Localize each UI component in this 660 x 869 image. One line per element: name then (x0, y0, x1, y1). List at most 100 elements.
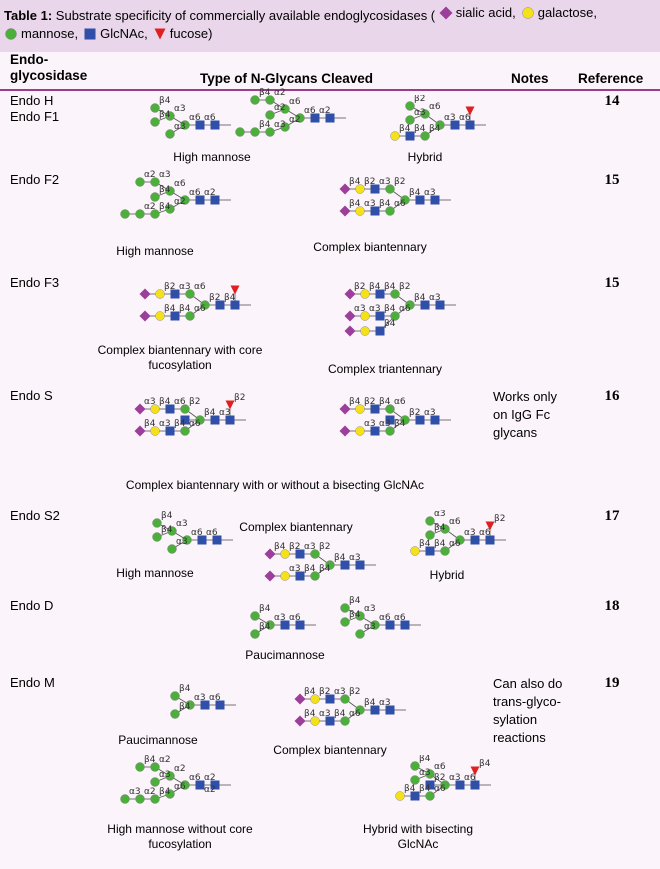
linkage-label: α2 (174, 764, 186, 774)
galactose (355, 404, 365, 414)
mannose (310, 549, 320, 559)
linkage-label: α3 (379, 698, 391, 708)
legend-label: galactose, (537, 5, 597, 20)
mannose (440, 546, 450, 556)
linkage-label: β4 (364, 698, 376, 708)
mannose (165, 129, 175, 139)
glcnac (230, 300, 240, 310)
mannose (265, 620, 275, 630)
enzyme-name: Endo F2 (10, 172, 60, 187)
linkage-label: β4 (304, 564, 316, 574)
mannose (410, 761, 420, 771)
glcnac (84, 28, 96, 40)
legend-item: GlcNAc, (83, 25, 148, 43)
legend-icon (5, 28, 17, 40)
galactose (150, 404, 160, 414)
mannose (280, 104, 290, 114)
galactose (360, 311, 370, 321)
linkage-label: β2 (349, 687, 360, 697)
header-cell: Reference (578, 71, 644, 86)
glycan-caption: Paucimannose (245, 648, 325, 662)
linkage-label: β4 (384, 304, 396, 314)
reference: 18 (604, 598, 620, 614)
notes: Can also do trans-glyco-sylation reactio… (493, 676, 563, 745)
linkage-label: α2 (274, 88, 286, 98)
linkage-label: α3 (414, 108, 426, 118)
legend-item: sialic acid, (439, 4, 516, 22)
linkage-label: α3 (369, 304, 381, 314)
linkage-label: β2 (234, 393, 245, 403)
legend-item: mannose, (4, 25, 78, 43)
glycan-caption: High mannose (116, 244, 194, 258)
mannose (180, 120, 190, 130)
linkage-label: α3 (159, 170, 171, 180)
linkage-label: α3 (429, 293, 441, 303)
mannose (200, 300, 210, 310)
fucose (230, 285, 240, 295)
linkage-label: β2 (354, 282, 365, 292)
glcnac (280, 620, 290, 630)
glcnac (325, 113, 335, 123)
glcnac (325, 694, 335, 704)
enzyme-name: Endo F1 (10, 109, 60, 124)
linkage-label: β4 (161, 525, 173, 535)
mannose (167, 544, 177, 554)
mannose (280, 122, 290, 132)
glcnac (210, 780, 220, 790)
glcnac (410, 791, 420, 801)
linkage-label: α3 (449, 773, 461, 783)
enzyme-name: Endo S (10, 388, 53, 403)
reference: 19 (604, 675, 620, 691)
mannose (165, 111, 175, 121)
linkage-label: α3 (176, 537, 188, 547)
mannose (120, 209, 130, 219)
glcnac (310, 113, 320, 123)
glcnac (370, 426, 380, 436)
glcnac (195, 120, 205, 130)
sialic-acid (339, 403, 351, 415)
fucose (470, 766, 480, 776)
glcnac (165, 404, 175, 414)
header-cell: Type of N-Glycans Cleaved (200, 71, 374, 86)
glcnac (200, 700, 210, 710)
sialic-acid (264, 548, 276, 560)
mannose (152, 532, 162, 542)
linkage-label: β4 (259, 604, 271, 614)
glcnac (295, 549, 305, 559)
linkage-label: β4 (399, 124, 411, 134)
mannose (180, 780, 190, 790)
mannose (310, 571, 320, 581)
glcnac (385, 620, 395, 630)
linkage-label: β4 (414, 124, 426, 134)
linkage-label: α2 (289, 115, 301, 125)
sialic-acid (134, 425, 146, 437)
linkage-label: β4 (144, 755, 156, 765)
linkage-label: α6 (394, 199, 406, 209)
mannose (135, 794, 145, 804)
mannose (405, 115, 415, 125)
linkage-label: α3 (289, 564, 301, 574)
mannose (170, 691, 180, 701)
linkage-label: α3 (159, 770, 171, 780)
glcnac (215, 300, 225, 310)
sialic-acid (439, 6, 453, 20)
galactose (280, 549, 290, 559)
linkage-label: β2 (494, 514, 505, 524)
glycan-caption: High mannose (116, 566, 194, 580)
linkage-label: α6 (194, 282, 206, 292)
sialic-acid (294, 715, 306, 727)
galactose (355, 426, 365, 436)
mannose (170, 709, 180, 719)
linkage-label: α3 (179, 282, 191, 292)
header-rule (0, 89, 660, 91)
linkage-label: β2 (364, 177, 375, 187)
glcnac (210, 195, 220, 205)
legend-item: galactose, (521, 4, 597, 22)
linkage-label: α3 (174, 104, 186, 114)
galactose (360, 289, 370, 299)
mannose (265, 95, 275, 105)
